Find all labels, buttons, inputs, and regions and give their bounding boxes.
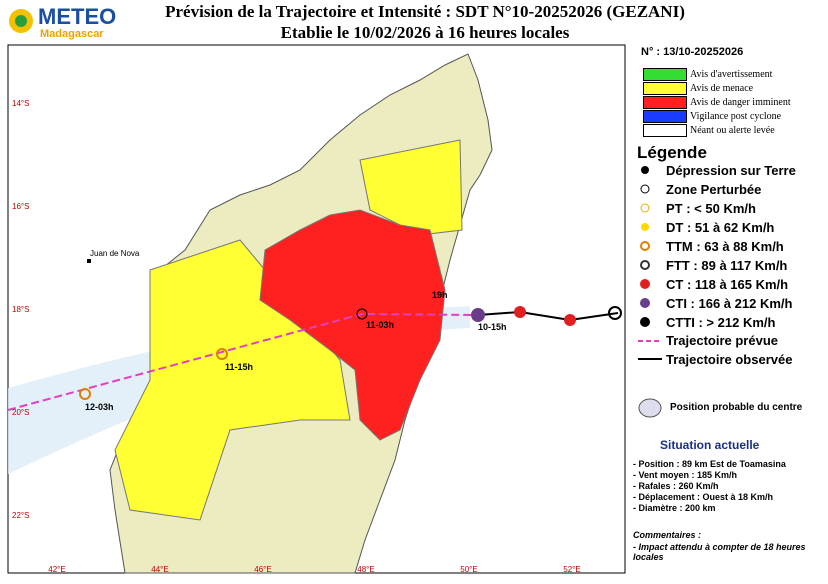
lon-label: 44°E bbox=[151, 565, 168, 574]
alert-label: Avis de danger imminent bbox=[690, 97, 791, 108]
observed-track bbox=[477, 310, 619, 322]
swatch bbox=[643, 68, 687, 81]
situation-line: - Déplacement : Ouest à 18 Km/h bbox=[633, 492, 774, 502]
situation-title: Situation actuelle bbox=[660, 438, 760, 452]
lon-label: 46°E bbox=[254, 565, 271, 574]
cti-symbol bbox=[471, 308, 485, 322]
alert-label: Avis de menace bbox=[690, 83, 754, 94]
forecast-track bbox=[7, 312, 479, 411]
legend-item: Trajectoire observée bbox=[666, 352, 793, 367]
legend-item: PT : < 50 Km/h bbox=[666, 201, 756, 216]
situation-line: - Vent moyen : 185 Km/h bbox=[633, 470, 738, 480]
swatch bbox=[643, 124, 687, 137]
place-marker bbox=[87, 259, 91, 263]
legend-title: Légende bbox=[637, 143, 707, 162]
legend-icons bbox=[638, 166, 662, 418]
subtitle: Etablie le 10/02/2026 à 16 heures locale… bbox=[280, 23, 570, 42]
legend-item: Dépression sur Terre bbox=[666, 163, 796, 178]
lat-label: 18°S bbox=[12, 305, 29, 314]
legend-item: FTT : 89 à 117 Km/h bbox=[666, 258, 788, 273]
swatch bbox=[643, 82, 687, 95]
track-label: 11-03h bbox=[366, 320, 394, 330]
lon-label: 52°E bbox=[563, 565, 580, 574]
zone-menace bbox=[359, 139, 463, 236]
lon-label: 42°E bbox=[48, 565, 65, 574]
logo-icon bbox=[9, 9, 33, 33]
ct-symbol bbox=[564, 314, 576, 326]
lat-label: 14°S bbox=[12, 99, 29, 108]
situation-line: - Rafales : 260 Km/h bbox=[633, 481, 719, 491]
lat-label: 20°S bbox=[12, 408, 29, 417]
situation-line: - Diamètre : 200 km bbox=[633, 503, 716, 513]
bulletin-number: N° : 13/10-20252026 bbox=[641, 46, 744, 58]
comments-text: - Impact attendu à compter de 18 heures … bbox=[633, 542, 806, 562]
alert-label: Avis d'avertissement bbox=[690, 69, 773, 80]
ftt-symbol bbox=[608, 306, 622, 320]
lat-label: 16°S bbox=[12, 202, 29, 211]
title: Prévision de la Trajectoire et Intensité… bbox=[165, 2, 685, 21]
lat-label: 22°S bbox=[12, 511, 29, 520]
ct-symbol bbox=[514, 306, 526, 318]
track-label: 11-15h bbox=[225, 362, 253, 372]
legend-item: CTTI : > 212 Km/h bbox=[666, 315, 776, 330]
comments-title: Commentaires : bbox=[633, 530, 702, 540]
logo-main: METEO bbox=[38, 4, 117, 29]
track-label: 12-03h bbox=[85, 402, 114, 412]
track-label: 19h bbox=[432, 290, 448, 300]
legend-item: CTI : 166 à 212 Km/h bbox=[666, 296, 793, 311]
place-label: Juan de Nova bbox=[90, 249, 140, 258]
ttm-symbol bbox=[216, 348, 228, 360]
lon-label: 48°E bbox=[357, 565, 374, 574]
lon-label: 50°E bbox=[460, 565, 477, 574]
legend-item: Trajectoire prévue bbox=[666, 333, 778, 348]
swatch bbox=[643, 110, 687, 123]
swatch bbox=[643, 96, 687, 109]
map: 14°S 16°S 18°S 20°S 22°S 42°E 44°E 46°E 48°E 50°E… bbox=[7, 44, 626, 574]
logo-sub: Madagascar bbox=[40, 28, 104, 40]
alert-label: Vigilance post cyclone bbox=[690, 111, 782, 122]
situation-line: - Position : 89 km Est de Toamasina bbox=[633, 459, 786, 469]
track-label: 10-15h bbox=[478, 322, 507, 332]
alert-label: Néant ou alerte levée bbox=[690, 125, 775, 136]
legend-item: DT : 51 à 62 Km/h bbox=[666, 220, 775, 235]
zone-danger bbox=[259, 209, 446, 441]
ttm-symbol bbox=[79, 388, 91, 400]
legend-item: Position probable du centre bbox=[670, 402, 803, 413]
legend-item: CT : 118 à 165 Km/h bbox=[666, 277, 789, 292]
legend-item: Zone Perturbée bbox=[666, 182, 762, 197]
legend-item: TTM : 63 à 88 Km/h bbox=[666, 239, 784, 254]
zone-symbol bbox=[356, 308, 368, 320]
